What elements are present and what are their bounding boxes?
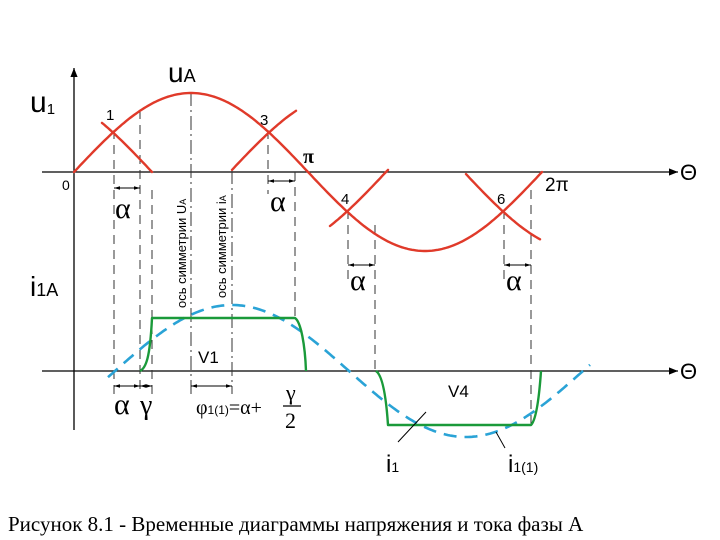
pi-label: π (303, 146, 314, 168)
two-pi-label: 2π (545, 175, 569, 196)
alpha-label-1: α (115, 192, 131, 225)
origin-label: 0 (62, 177, 70, 193)
fraction-numerator: γ (285, 380, 296, 405)
phi-formula: φ1(1)=α+ (196, 397, 262, 419)
point-4-label: 4 (341, 191, 349, 208)
u1-label: u1 (30, 86, 55, 119)
symmetry-axes (190, 92, 233, 394)
point-3-label: 3 (260, 112, 268, 129)
pointer-lines (397, 411, 506, 449)
v4-label: V4 (448, 382, 469, 401)
ua-label: uA (168, 57, 196, 88)
dimension-arrows (114, 179, 531, 388)
point-1-label: 1 (106, 107, 114, 124)
alpha-label-3: α (270, 185, 286, 218)
symmetry-axis-u-label: ось симметрии UA (174, 199, 189, 308)
neighbor-voltage-curve-4 (328, 168, 390, 228)
neighbor-voltage-curve-3 (230, 109, 298, 172)
i1a-label: i1A (30, 271, 58, 302)
phase-a-voltage-curve (72, 91, 544, 253)
theta-label-top: Θ (680, 160, 697, 185)
symmetry-axis-i-label: ось симметрии iA (214, 195, 229, 298)
alpha-label-6: α (506, 264, 522, 297)
guide-lines (113, 110, 532, 425)
neighbor-voltage-curve-1 (100, 121, 154, 174)
current-waveform (139, 316, 543, 427)
i1-label: i1 (386, 451, 399, 478)
gamma-label: γ (139, 390, 152, 421)
theta-label-bottom: Θ (680, 359, 697, 384)
fraction-denominator: 2 (285, 408, 296, 433)
i11-label: i1(1) (508, 451, 538, 478)
figure-caption: Рисунок 8.1 - Временные диаграммы напряж… (8, 512, 584, 536)
voltage-curves (72, 91, 544, 253)
alpha-label-4: α (350, 264, 366, 297)
alpha-label-bottom: α (114, 388, 130, 421)
current-pulse-v1 (139, 316, 308, 373)
current-pulse-v4 (375, 370, 543, 427)
point-6-label: 6 (497, 191, 505, 208)
v1-label: V1 (198, 348, 219, 367)
neighbor-voltage-curve-6 (464, 172, 542, 241)
